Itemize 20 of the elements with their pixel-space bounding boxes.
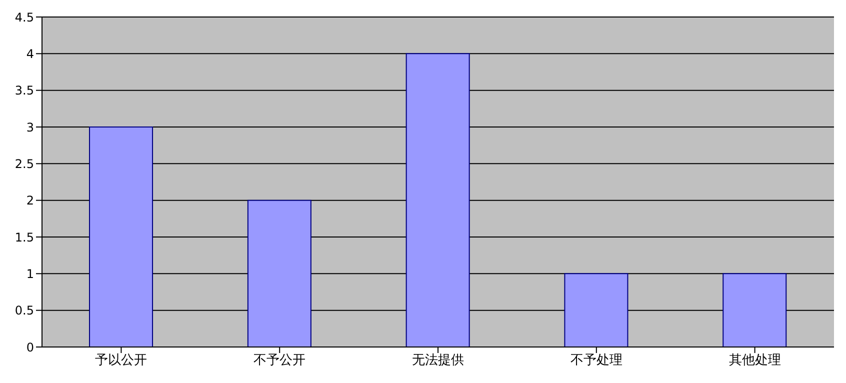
y-tick-label: 0.5 (14, 304, 34, 318)
y-tick-label: 2 (26, 194, 34, 208)
bar (722, 273, 787, 347)
x-tick-label: 其他处理 (728, 353, 781, 368)
bar (406, 53, 470, 347)
y-tick-label: 4 (26, 46, 34, 61)
x-tick-label: 予以公开 (95, 353, 148, 368)
x-tick-label: 无法提供 (412, 353, 464, 368)
y-tick-label: 1 (26, 266, 34, 281)
y-tick-label: 0 (26, 340, 34, 354)
x-tick-label: 不予公开 (254, 353, 306, 368)
y-tick-label: 3.5 (14, 84, 34, 98)
y-tick-label: 2.5 (14, 156, 34, 171)
bar (564, 273, 628, 347)
bar (247, 200, 312, 347)
y-tick-label: 1.5 (14, 230, 34, 244)
y-tick-label: 3 (26, 120, 34, 134)
y-tick-label: 4.5 (14, 10, 34, 24)
x-tick-label: 不予处理 (570, 353, 622, 368)
bar (89, 126, 154, 347)
